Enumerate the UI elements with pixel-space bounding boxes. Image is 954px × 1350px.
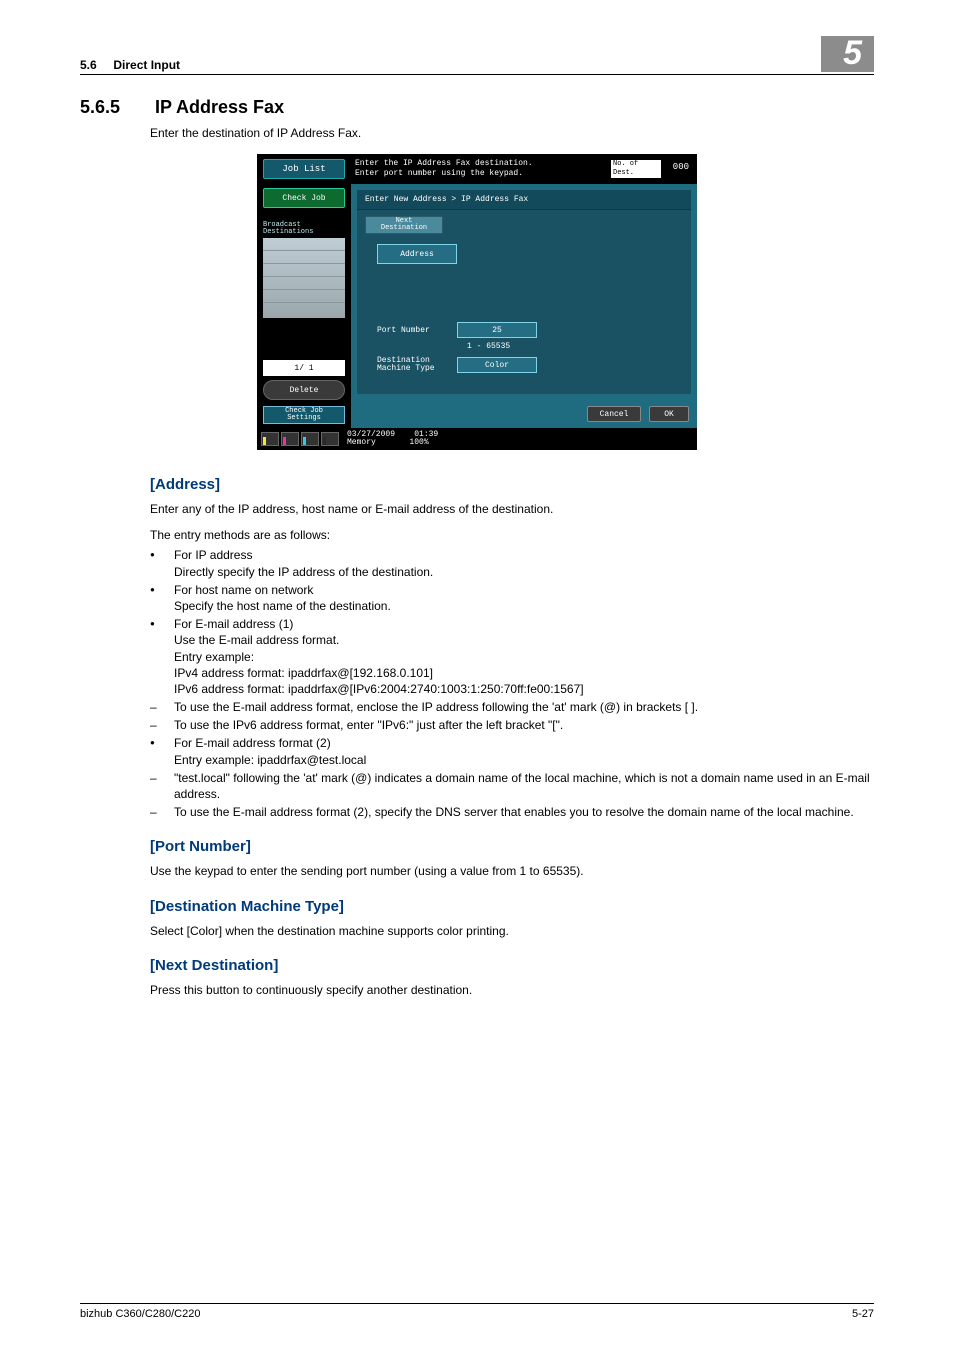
section-num: 5.6.5: [80, 97, 150, 118]
status-bar: 03/27/2009 01:39 Memory 100%: [347, 431, 438, 447]
bullet-text: Use the E-mail address format.: [174, 632, 874, 648]
cancel-button[interactable]: Cancel: [587, 406, 641, 422]
bullet-text: IPv6 address format: ipaddrfax@[IPv6:200…: [174, 681, 874, 697]
job-list-button[interactable]: Job List: [263, 159, 345, 179]
header-section: 5.6 Direct Input: [80, 58, 180, 72]
chapter-number: 5: [821, 36, 874, 72]
intro-text: Enter the destination of IP Address Fax.: [150, 126, 874, 140]
toner-y: [261, 432, 279, 446]
next-destination-button[interactable]: Next Destination: [365, 216, 443, 234]
instruction-line1: Enter the IP Address Fax destination.: [355, 159, 533, 168]
bullet-text: To use the IPv6 address format, enter "I…: [174, 718, 563, 732]
ui-screenshot: Job List Enter the IP Address Fax destin…: [257, 154, 697, 450]
machine-p: Select [Color] when the destination mach…: [150, 923, 874, 939]
bullet-text: For IP address: [174, 548, 252, 562]
toner-m: [281, 432, 299, 446]
broadcast-label: Broadcast Destinations: [263, 222, 345, 236]
section-heading: 5.6.5 IP Address Fax: [80, 97, 874, 118]
port-p: Use the keypad to enter the sending port…: [150, 863, 874, 879]
address-p1: Enter any of the IP address, host name o…: [150, 501, 874, 517]
bullet-text: For E-mail address format (2): [174, 736, 331, 750]
machine-heading: [Destination Machine Type]: [150, 898, 874, 915]
address-heading: [Address]: [150, 476, 874, 493]
bullet-text: IPv4 address format: ipaddrfax@[192.168.…: [174, 665, 874, 681]
bullet-text: To use the E-mail address format (2), sp…: [174, 805, 854, 819]
broadcast-list: [263, 238, 345, 318]
list-item: To use the IPv6 address format, enter "I…: [150, 717, 874, 733]
next-heading: [Next Destination]: [150, 957, 874, 974]
port-range: 1 - 65535: [467, 342, 510, 351]
section-title: IP Address Fax: [155, 97, 284, 117]
bullet-text: For host name on network: [174, 583, 313, 597]
next-p: Press this button to continuously specif…: [150, 982, 874, 998]
ok-button[interactable]: OK: [649, 406, 689, 422]
toner-c: [301, 432, 319, 446]
check-settings-button[interactable]: Check Job Settings: [263, 406, 345, 424]
breadcrumb: Enter New Address > IP Address Fax: [357, 190, 691, 210]
toner-indicators: [261, 432, 339, 446]
delete-button[interactable]: Delete: [263, 380, 345, 400]
bullet-text: "test.local" following the 'at' mark (@)…: [174, 771, 870, 801]
list-item: "test.local" following the 'at' mark (@)…: [150, 770, 874, 802]
status-memory-pct: 100%: [409, 438, 428, 447]
footer-right: 5-27: [852, 1308, 874, 1320]
list-item: For host name on network Specify the hos…: [150, 582, 874, 614]
bullet-text: Specify the host name of the destination…: [174, 598, 874, 614]
list-item: For E-mail address (1) Use the E-mail ad…: [150, 616, 874, 697]
list-item: To use the E-mail address format (2), sp…: [150, 804, 874, 820]
bullet-text: Directly specify the IP address of the d…: [174, 564, 874, 580]
bullet-text: For E-mail address (1): [174, 617, 293, 631]
dest-count-label: No. of Dest.: [611, 160, 661, 178]
header-section-num: 5.6: [80, 58, 97, 72]
port-label: Port Number: [377, 326, 457, 335]
instruction-line2: Enter port number using the keypad.: [355, 169, 523, 178]
port-value[interactable]: 25: [457, 322, 537, 338]
check-job-button[interactable]: Check Job: [263, 188, 345, 208]
port-heading: [Port Number]: [150, 838, 874, 855]
address-p2: The entry methods are as follows:: [150, 527, 874, 543]
header-section-title: Direct Input: [113, 58, 180, 72]
dest-count-value: 000: [673, 162, 689, 172]
bullet-text: Entry example:: [174, 649, 874, 665]
bullet-text: Entry example: ipaddrfax@test.local: [174, 752, 874, 768]
list-item: For E-mail address format (2) Entry exam…: [150, 735, 874, 767]
footer-left: bizhub C360/C280/C220: [80, 1308, 200, 1320]
list-item: To use the E-mail address format, enclos…: [150, 699, 874, 715]
toner-k: [321, 432, 339, 446]
bullet-text: To use the E-mail address format, enclos…: [174, 700, 698, 714]
address-button[interactable]: Address: [377, 244, 457, 264]
status-memory-label: Memory: [347, 438, 376, 447]
machine-type-value[interactable]: Color: [457, 357, 537, 373]
list-item: For IP address Directly specify the IP a…: [150, 547, 874, 579]
machine-type-label: Destination Machine Type: [377, 357, 457, 373]
pager: 1/ 1: [263, 360, 345, 376]
